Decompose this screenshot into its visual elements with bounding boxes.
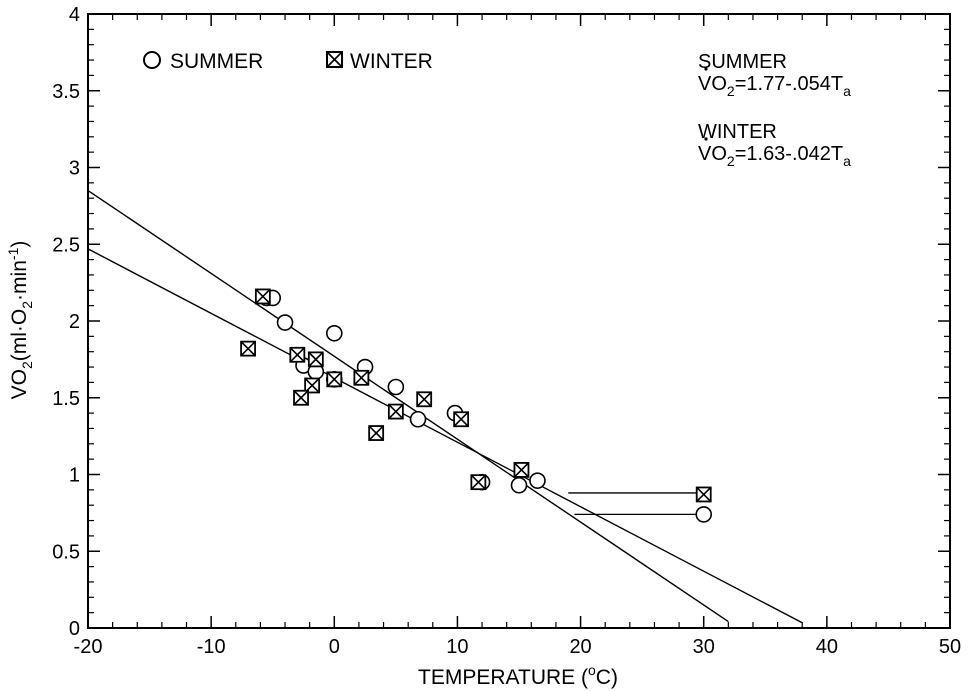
winter-point xyxy=(293,389,309,406)
y-tick-label: 0.5 xyxy=(52,541,80,563)
regression-line-summer xyxy=(87,189,729,623)
legend: SUMMER WINTER xyxy=(143,50,433,73)
legend-label-winter: WINTER xyxy=(350,50,433,73)
winter-point xyxy=(416,391,433,408)
plot-frame xyxy=(87,13,951,629)
summer-point xyxy=(325,324,343,342)
winter-point xyxy=(387,403,404,420)
summer-point xyxy=(409,410,427,428)
winter-point xyxy=(304,377,321,394)
winter-point xyxy=(695,486,712,503)
summer-point xyxy=(276,314,294,331)
winter-point xyxy=(470,474,487,491)
x-tick-label: 30 xyxy=(693,636,715,658)
y-tick-label: 1 xyxy=(69,465,80,487)
equation-winter: WINTER VO2=1.63-.042Ta xyxy=(698,121,851,169)
legend-label-summer: SUMMER xyxy=(170,50,263,73)
y-tick-label: 3 xyxy=(69,158,80,180)
equation-summer-label: SUMMER xyxy=(698,51,787,73)
x-tick-label: -20 xyxy=(74,636,103,658)
winter-point xyxy=(353,369,370,386)
equation-winter-formula: VO2=1.63-.042Ta xyxy=(698,143,851,169)
x-tick-label: 10 xyxy=(446,636,468,658)
y-axis-label: VO2(ml·O2·min-1) xyxy=(5,241,35,400)
data-points xyxy=(240,288,713,523)
legend-marker-summer xyxy=(143,51,161,69)
dot-accent xyxy=(704,137,708,141)
legend-marker-winter xyxy=(326,51,343,68)
summer-point xyxy=(510,476,528,494)
winter-point xyxy=(240,340,256,357)
x-tick-label: 0 xyxy=(329,636,340,658)
x-tick-label: 20 xyxy=(569,636,591,658)
x-tick-label: 50 xyxy=(939,636,961,658)
summer-point xyxy=(387,378,405,396)
winter-point xyxy=(254,288,271,305)
equation-summer-formula: VO2=1.77-.054Ta xyxy=(698,73,851,99)
y-tick-label: 2 xyxy=(69,311,80,333)
y-tick-label: 0 xyxy=(69,618,80,640)
connector-lines xyxy=(568,492,704,516)
winter-point xyxy=(307,351,324,368)
summer-point xyxy=(695,506,713,523)
summer-point xyxy=(529,472,546,489)
equation-summer: SUMMER VO2=1.77-.054Ta xyxy=(698,51,851,99)
regression-line-winter xyxy=(87,248,803,624)
x-axis-label: TEMPERATURE (oC) xyxy=(418,662,618,689)
equation-winter-label: WINTER xyxy=(698,121,777,143)
y-tick-label: 2.5 xyxy=(52,234,80,256)
y-tick-label: 3.5 xyxy=(52,81,80,103)
x-axis: -20 -10 0 10 20 30 40 50 xyxy=(74,14,961,658)
winter-point xyxy=(513,461,530,478)
plot-area-border xyxy=(87,13,951,629)
winter-point xyxy=(289,346,306,363)
dot-accent xyxy=(704,67,708,71)
x-tick-label: 40 xyxy=(816,636,838,658)
y-tick-label: 4 xyxy=(69,4,80,26)
x-tick-label: -10 xyxy=(197,636,226,658)
regression-lines xyxy=(87,189,803,624)
winter-point xyxy=(368,425,385,441)
y-tick-label: 1.5 xyxy=(52,388,80,410)
y-axis: 0 0.5 1 1.5 2 2.5 3 3.5 4 xyxy=(52,4,950,640)
winter-point xyxy=(453,411,470,428)
winter-point xyxy=(326,371,343,388)
